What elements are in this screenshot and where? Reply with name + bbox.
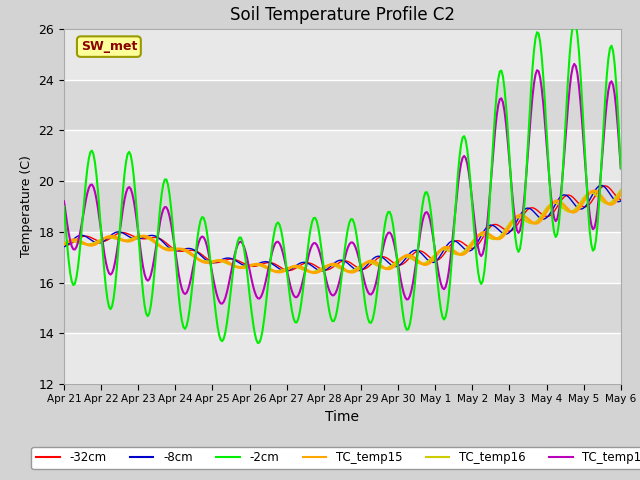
TC_temp16 bbox=[303, 268, 311, 274]
TC_temp15 bbox=[226, 261, 234, 266]
-8cm bbox=[60, 244, 68, 250]
-2cm bbox=[254, 340, 262, 346]
Bar bbox=[64, 130, 621, 181]
TC_temp15 bbox=[244, 264, 252, 269]
TC_temp16 bbox=[244, 263, 252, 268]
TC_temp15 bbox=[303, 268, 311, 274]
-8cm bbox=[226, 255, 234, 261]
TC_temp17 bbox=[60, 198, 68, 204]
-32cm bbox=[588, 199, 595, 205]
TC_temp16 bbox=[226, 262, 234, 267]
TC_temp15 bbox=[129, 238, 136, 243]
TC_temp17 bbox=[255, 296, 263, 301]
-2cm bbox=[255, 339, 263, 345]
Legend: -32cm, -8cm, -2cm, TC_temp15, TC_temp16, TC_temp17: -32cm, -8cm, -2cm, TC_temp15, TC_temp16,… bbox=[31, 447, 640, 469]
-2cm bbox=[617, 166, 625, 171]
Line: TC_temp17: TC_temp17 bbox=[64, 64, 621, 304]
Line: TC_temp15: TC_temp15 bbox=[64, 191, 621, 273]
TC_temp17 bbox=[589, 226, 596, 232]
Text: SW_met: SW_met bbox=[81, 40, 137, 53]
TC_temp17 bbox=[228, 267, 236, 273]
-32cm bbox=[617, 197, 625, 203]
-32cm bbox=[254, 263, 262, 268]
TC_temp15 bbox=[588, 189, 595, 194]
Bar bbox=[64, 181, 621, 232]
Bar bbox=[64, 283, 621, 333]
-8cm bbox=[617, 198, 625, 204]
Line: TC_temp16: TC_temp16 bbox=[64, 190, 621, 272]
TC_temp15 bbox=[617, 191, 625, 197]
TC_temp15 bbox=[591, 188, 598, 194]
TC_temp17 bbox=[617, 166, 625, 171]
TC_temp16 bbox=[60, 240, 68, 246]
Line: -32cm: -32cm bbox=[64, 186, 621, 271]
-2cm bbox=[129, 161, 136, 167]
-32cm bbox=[285, 268, 292, 274]
TC_temp15 bbox=[310, 270, 317, 276]
Bar bbox=[64, 333, 621, 384]
TC_temp16 bbox=[254, 262, 262, 268]
-8cm bbox=[129, 235, 136, 241]
X-axis label: Time: Time bbox=[325, 410, 360, 424]
TC_temp17 bbox=[305, 251, 313, 256]
TC_temp17 bbox=[129, 191, 136, 196]
Line: -2cm: -2cm bbox=[64, 22, 621, 343]
Bar bbox=[64, 232, 621, 283]
TC_temp17 bbox=[218, 301, 226, 307]
-8cm bbox=[588, 194, 595, 200]
TC_temp16 bbox=[617, 187, 625, 193]
-32cm bbox=[244, 263, 252, 268]
-2cm bbox=[570, 19, 578, 24]
TC_temp15 bbox=[254, 261, 262, 267]
Title: Soil Temperature Profile C2: Soil Temperature Profile C2 bbox=[230, 6, 455, 24]
-2cm bbox=[226, 296, 234, 301]
-32cm bbox=[60, 243, 68, 249]
TC_temp16 bbox=[588, 190, 595, 196]
-32cm bbox=[305, 260, 313, 266]
TC_temp17 bbox=[570, 61, 578, 67]
TC_temp17 bbox=[246, 269, 254, 275]
-32cm bbox=[226, 256, 234, 262]
-2cm bbox=[589, 248, 596, 253]
-8cm bbox=[244, 264, 252, 269]
-8cm bbox=[305, 261, 313, 267]
TC_temp16 bbox=[308, 269, 316, 275]
-8cm bbox=[282, 268, 290, 274]
TC_temp16 bbox=[129, 236, 136, 241]
-8cm bbox=[254, 261, 262, 267]
-2cm bbox=[60, 204, 68, 209]
Y-axis label: Temperature (C): Temperature (C) bbox=[20, 156, 33, 257]
-8cm bbox=[596, 182, 604, 188]
-32cm bbox=[129, 233, 136, 239]
Bar bbox=[64, 80, 621, 130]
-32cm bbox=[602, 183, 609, 189]
Bar bbox=[64, 29, 621, 80]
-2cm bbox=[305, 236, 313, 241]
TC_temp15 bbox=[60, 241, 68, 247]
Line: -8cm: -8cm bbox=[64, 185, 621, 271]
-2cm bbox=[244, 282, 252, 288]
